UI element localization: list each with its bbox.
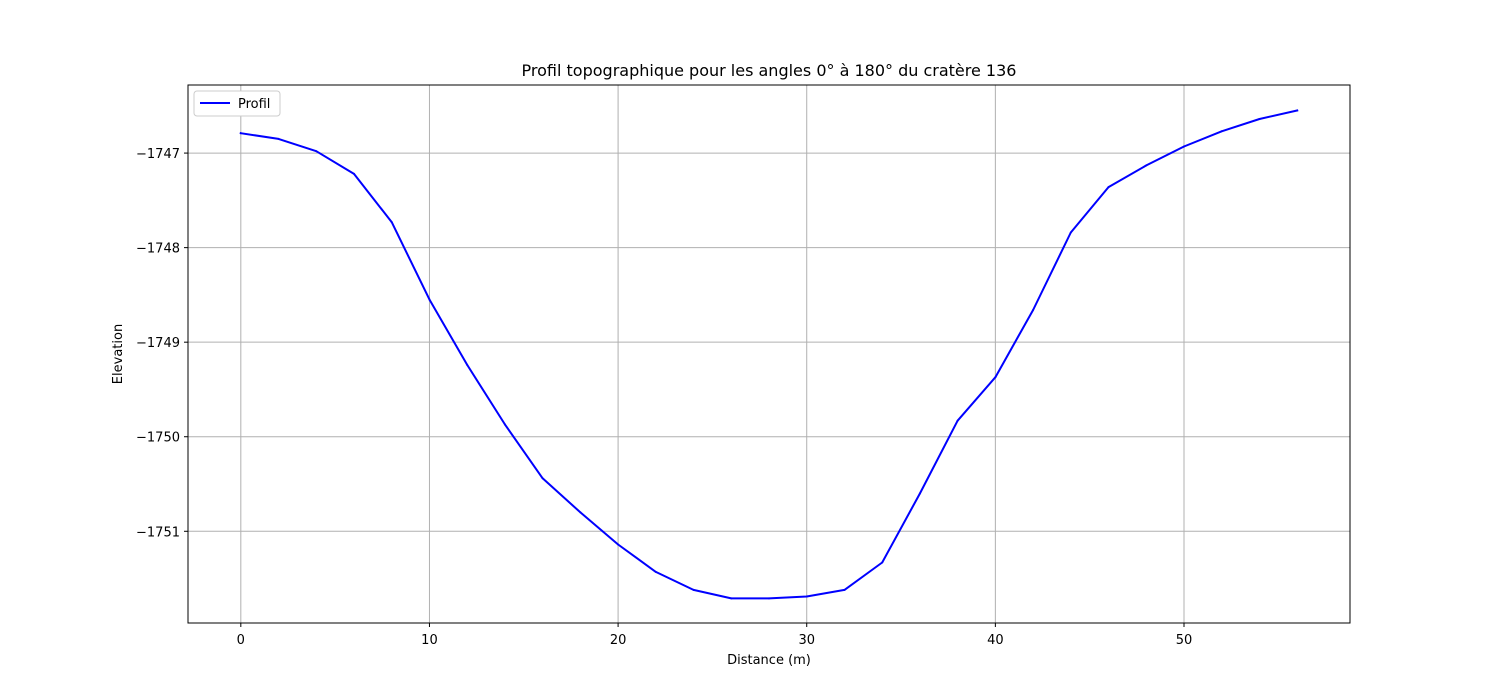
- plot-area-background: [188, 85, 1350, 623]
- data-point-3: [353, 172, 355, 175]
- data-point-12: [692, 588, 695, 591]
- x-axis-label: Distance (m): [727, 653, 811, 668]
- data-point-18: [918, 492, 921, 495]
- legend-box: [193, 90, 281, 117]
- data-point-16: [843, 588, 846, 591]
- y-tick-label-3: −1750: [136, 431, 180, 446]
- chart-title: Profil topographique pour les angles 0° …: [522, 61, 1017, 80]
- x-tick-label-1: 10: [421, 633, 438, 648]
- data-point-11: [654, 570, 657, 573]
- data-point-28: [1296, 109, 1299, 112]
- data-point-8: [541, 477, 544, 480]
- y-tick-label-0: −1747: [136, 147, 180, 162]
- data-point-23: [1107, 186, 1110, 189]
- y-tick-label-1: −1748: [136, 242, 180, 257]
- data-point-5: [428, 298, 431, 301]
- data-point-6: [466, 363, 469, 366]
- x-tick-label-4: 40: [987, 633, 1004, 648]
- data-point-25: [1183, 145, 1185, 148]
- series-points-profil: [239, 109, 1299, 600]
- legend: Profil: [193, 90, 281, 117]
- data-point-13: [730, 597, 733, 600]
- axis-ticks: 0 10 20 30 40 50 −1747 −1748 −1749 −1750 −1751: [136, 147, 1192, 648]
- data-point-2: [315, 150, 318, 153]
- data-point-20: [994, 376, 997, 379]
- x-tick-label-2: 20: [610, 633, 627, 648]
- y-tick-label-2: −1749: [136, 336, 180, 351]
- series-layer: [239, 109, 1299, 600]
- y-tick-label-4: −1751: [136, 525, 180, 540]
- data-point-7: [503, 423, 506, 426]
- data-point-14: [768, 597, 770, 600]
- data-point-9: [579, 511, 582, 514]
- data-point-24: [1145, 164, 1148, 167]
- x-tick-label-3: 30: [798, 633, 815, 648]
- data-point-17: [881, 561, 884, 564]
- x-tick-label-5: 50: [1176, 633, 1193, 648]
- data-point-22: [1069, 231, 1072, 234]
- data-point-4: [390, 221, 393, 224]
- legend-label-profil: Profil: [238, 97, 270, 112]
- y-axis-label: Elevation: [111, 324, 126, 384]
- plot-frame: [187, 84, 1351, 624]
- data-point-1: [277, 137, 280, 140]
- data-point-0: [239, 132, 242, 135]
- grid: [188, 85, 1350, 623]
- data-point-26: [1220, 130, 1223, 133]
- data-point-10: [617, 543, 620, 546]
- data-point-27: [1258, 118, 1261, 120]
- data-point-15: [805, 595, 808, 598]
- x-tick-label-0: 0: [237, 633, 245, 648]
- data-point-19: [956, 419, 959, 422]
- data-point-21: [1032, 309, 1035, 311]
